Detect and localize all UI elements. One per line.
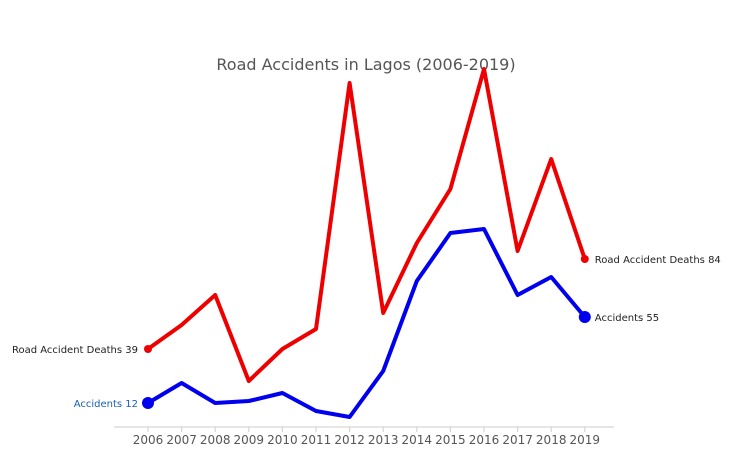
series-line-accidents	[146, 227, 587, 419]
x-tick-label-2007: 2007	[166, 433, 197, 447]
x-tick-label-2019: 2019	[570, 433, 601, 447]
x-tick-label-2018: 2018	[536, 433, 567, 447]
x-tick-label-2016: 2016	[469, 433, 500, 447]
x-tick-label-2010: 2010	[267, 433, 298, 447]
start-point-accidents	[142, 397, 154, 409]
start-label-road-accident-deaths: Road Accident Deaths 39	[12, 345, 138, 356]
end-label-accidents: Accidents 55	[595, 313, 659, 324]
start-point-road-accident-deaths	[144, 345, 152, 353]
x-tick-label-2008: 2008	[200, 433, 231, 447]
chart-title: Road Accidents in Lagos (2006-2019)	[216, 55, 515, 74]
series-layer: Road Accident Deaths 39 Road Accident Dea…	[12, 67, 721, 419]
series-line-road-accident-deaths	[146, 67, 587, 383]
end-point-road-accident-deaths	[580, 255, 589, 263]
x-tick-label-2014: 2014	[402, 433, 433, 447]
end-point-accidents	[578, 311, 591, 323]
x-tick-label-2009: 2009	[234, 433, 265, 447]
x-tick-label-2006: 2006	[133, 433, 164, 447]
x-tick-label-2017: 2017	[502, 433, 533, 447]
x-tick-label-2011: 2011	[301, 433, 332, 447]
end-label-road-accident-deaths: Road Accident Deaths 84	[595, 255, 721, 266]
x-axis-ticks: 2006 2007 2008 2009 2010 2011 2012 2013 2014 2015…	[133, 427, 600, 447]
x-tick-label-2013: 2013	[368, 433, 399, 447]
x-tick-label-2015: 2015	[435, 433, 466, 447]
x-tick-label-2012: 2012	[334, 433, 365, 447]
start-label-accidents: Accidents 12	[74, 399, 138, 410]
